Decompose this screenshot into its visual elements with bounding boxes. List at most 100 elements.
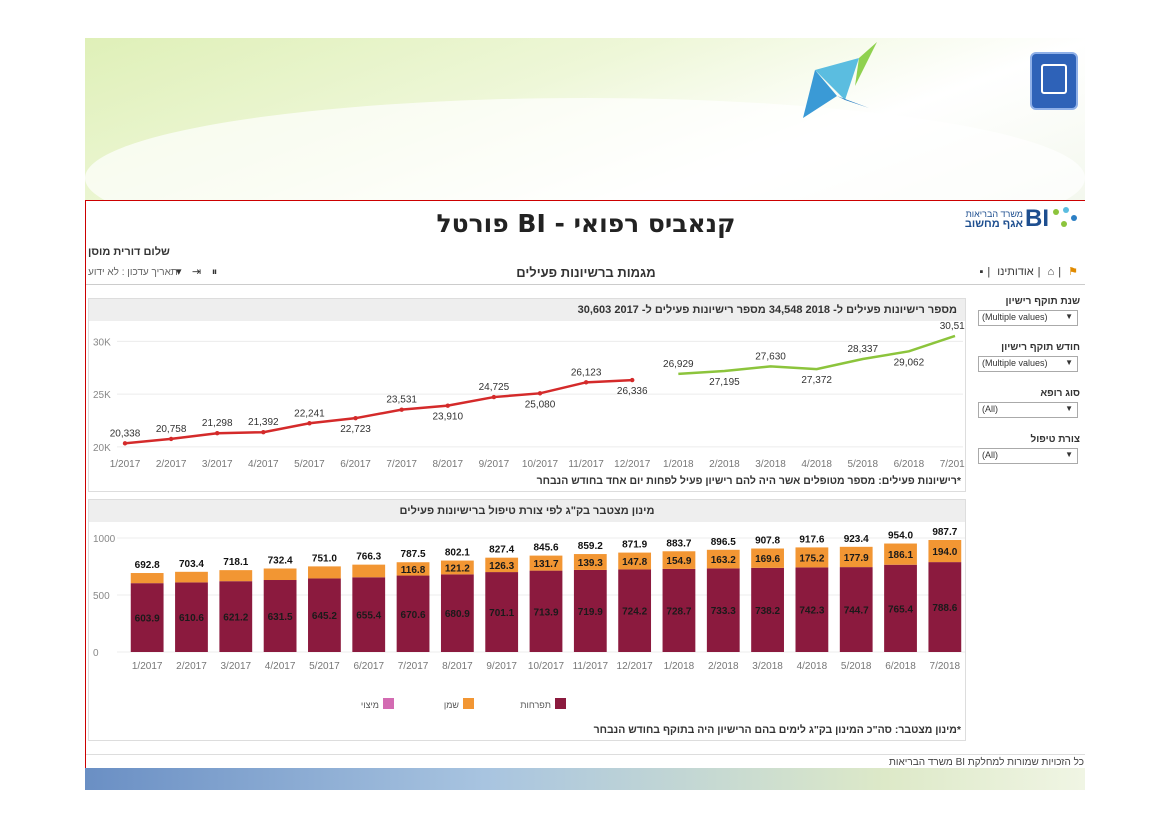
- filter-label: סוג רופא: [1040, 388, 1080, 399]
- data-point: [491, 394, 497, 400]
- data-label-total: 954.0: [888, 531, 913, 542]
- x-tick-label: 10/2017: [528, 661, 565, 672]
- license-month-select[interactable]: (Multiple values) ▼: [978, 356, 1078, 372]
- license-year-select[interactable]: (Multiple values) ▼: [978, 310, 1078, 326]
- page-title: פורטל BI - קנאביס רפואי: [436, 209, 736, 238]
- bar-oil: [440, 560, 474, 575]
- dropdown-arrow-icon[interactable]: ▾: [176, 265, 182, 278]
- pause-icon[interactable]: ⏸: [211, 265, 218, 278]
- bar-inflorescence: [219, 581, 253, 652]
- x-tick-label: 1/2018: [664, 661, 695, 672]
- data-label-inflorescence: 603.9: [135, 614, 160, 625]
- data-label-inflorescence: 719.9: [578, 607, 603, 618]
- dosage-stacked-bar-chart: 0 500 1000 603.9 692.8 1/2017 610.6 703.4 2/2017…: [93, 527, 967, 710]
- data-label-total: 802.1: [445, 548, 470, 559]
- data-label: 21,392: [248, 417, 279, 428]
- y-tick-label: 500: [93, 591, 110, 602]
- x-tick-label: 4/2017: [248, 459, 279, 470]
- y-tick-label: 0: [93, 648, 99, 659]
- data-point: [399, 407, 404, 412]
- data-point: [353, 415, 358, 421]
- bar-inflorescence: [795, 567, 829, 652]
- data-point: [215, 431, 220, 436]
- dashboard: פורטל BI - קנאביס רפואי שלום דורית מוסן …: [85, 200, 1085, 768]
- portal-star-logo: [803, 42, 877, 118]
- chevron-down-icon: ▼: [1065, 358, 1073, 367]
- x-tick-label: 7/2017: [398, 661, 429, 672]
- x-tick-label: 1/2017: [132, 661, 163, 672]
- data-label-total: 923.4: [844, 534, 869, 545]
- dots-icon: [1051, 207, 1081, 231]
- data-label-oil: 147.8: [622, 557, 647, 568]
- home-icon[interactable]: ⌂: [1047, 266, 1055, 278]
- data-label-inflorescence: 733.3: [711, 606, 736, 617]
- data-point: [307, 421, 312, 426]
- bar-inflorescence: [308, 578, 341, 652]
- legend-label: שמן: [444, 700, 460, 710]
- chevron-down-icon: ▼: [1065, 404, 1073, 413]
- data-label: 30,517: [940, 321, 965, 332]
- legend-swatch: [555, 698, 566, 709]
- chevron-down-icon: ▼: [1065, 312, 1073, 321]
- bar-inflorescence: [839, 567, 873, 652]
- data-label: 26,929: [663, 359, 694, 370]
- ministry-line2: אגף מחשוב: [964, 218, 1023, 230]
- data-label-inflorescence: 744.7: [844, 606, 869, 617]
- data-label-total: 718.1: [223, 557, 248, 568]
- toolbar: תאריך עדכון : לא ידוע ▾ ⇥ ⏸ מגמות ברשיונ…: [86, 261, 1085, 285]
- data-label: 25,080: [525, 399, 556, 410]
- bar-oil: [573, 554, 607, 570]
- exit-icon[interactable]: ⇥: [192, 265, 202, 278]
- section-title: מגמות ברשיונות פעילים: [516, 265, 656, 280]
- data-label-oil: 126.3: [489, 561, 514, 572]
- bar-oil: [308, 566, 341, 579]
- x-tick-label: 11/2017: [568, 459, 604, 470]
- x-tick-label: 3/2017: [220, 661, 251, 672]
- data-label-total: 703.4: [179, 559, 204, 570]
- legend-swatch: [383, 698, 394, 709]
- data-label-total: 907.8: [755, 536, 780, 547]
- data-label: 27,195: [709, 377, 740, 388]
- legend-swatch: [463, 698, 474, 709]
- doctor-type-select[interactable]: (All) ▼: [978, 402, 1078, 418]
- bar-inflorescence: [130, 583, 164, 652]
- x-tick-label: 7/2018: [940, 459, 965, 470]
- bar-oil: [839, 546, 873, 568]
- x-tick-label: 12/2017: [617, 661, 654, 672]
- data-point: [168, 436, 174, 442]
- treatment-form-select[interactable]: (All) ▼: [978, 448, 1078, 464]
- bar-oil: [884, 543, 917, 565]
- bar-oil: [706, 549, 740, 569]
- about-link[interactable]: אודותינו: [997, 266, 1034, 278]
- data-label: 20,338: [110, 428, 141, 439]
- update-date: תאריך עדכון : לא ידוע: [88, 267, 178, 278]
- data-label-oil: 163.2: [711, 555, 736, 566]
- data-label-inflorescence: 765.4: [888, 604, 913, 615]
- filters-sidebar: שנת תוקף רישיון (Multiple values) ▼ חודש …: [978, 296, 1084, 480]
- data-label-inflorescence: 728.7: [666, 606, 691, 617]
- data-label-total: 766.3: [356, 552, 381, 563]
- data-label-inflorescence: 631.5: [268, 612, 293, 623]
- bar-oil: [795, 547, 829, 568]
- active-licenses-panel: מספר רישיונות פעילים ל- 2018 34,548 מספר…: [88, 298, 971, 492]
- data-label-total: 692.8: [135, 560, 160, 571]
- data-label: 24,725: [479, 382, 510, 393]
- filter-treatment-form: צורת טיפול (All) ▼: [978, 434, 1084, 464]
- bar-inflorescence: [352, 577, 386, 652]
- data-point: [537, 391, 543, 396]
- user-greeting: שלום דורית מוסן: [88, 246, 170, 258]
- x-tick-label: 2/2017: [176, 661, 207, 672]
- flag-icon[interactable]: ⚑: [1068, 266, 1078, 278]
- bar-inflorescence: [751, 567, 784, 652]
- y-tick-label: 25K: [93, 390, 111, 401]
- data-label-inflorescence: 610.6: [179, 613, 204, 624]
- data-label-total: 751.0: [312, 553, 337, 564]
- bar-oil: [263, 568, 297, 581]
- data-label-oil: 154.9: [666, 556, 691, 567]
- toolbar-controls: ▾ ⇥ ⏸: [176, 265, 217, 279]
- data-label-inflorescence: 788.6: [932, 603, 957, 614]
- nav-links: ▪ | אודותינו | ⌂ | ⚑: [979, 266, 1078, 278]
- data-label-inflorescence: 724.2: [622, 607, 647, 618]
- print-icon[interactable]: ▪: [979, 266, 984, 278]
- y-tick-label: 1000: [93, 534, 116, 545]
